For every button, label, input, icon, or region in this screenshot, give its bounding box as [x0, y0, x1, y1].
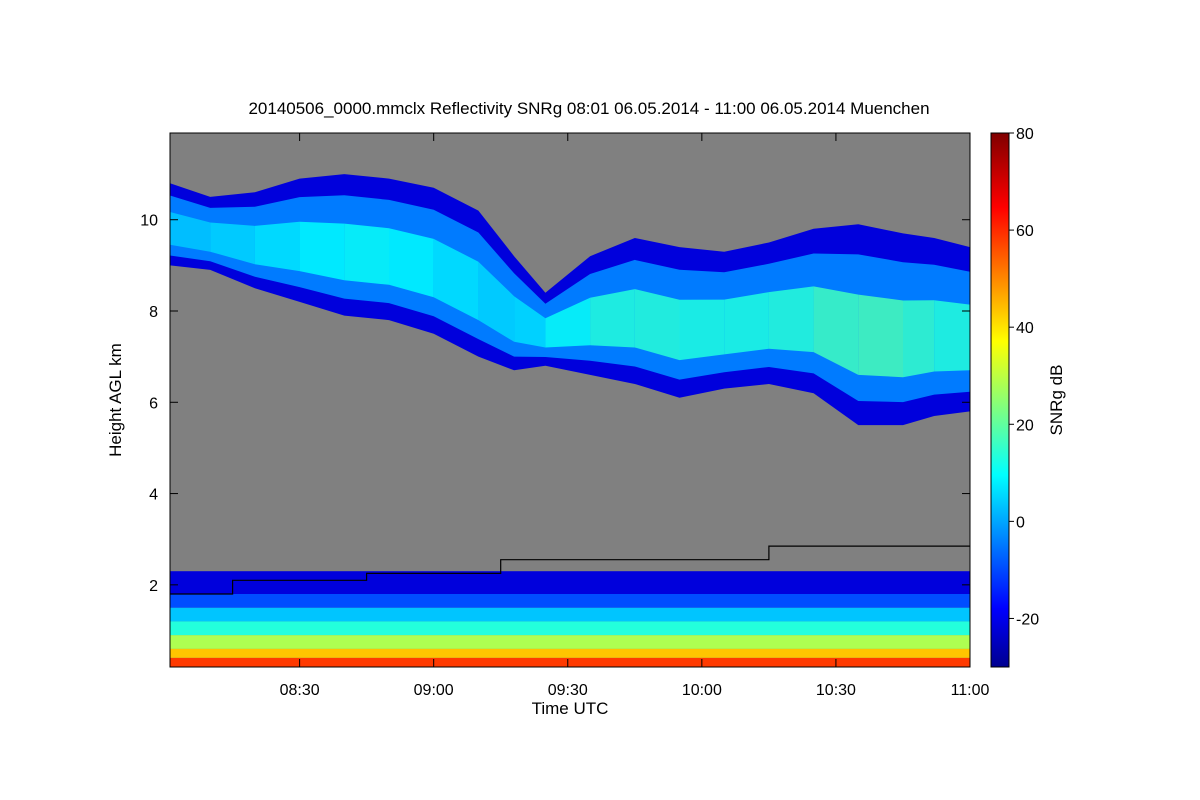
y-axis: 2 4 6 8 10 [140, 213, 970, 595]
colorbar-tick-label: 40 [1016, 320, 1034, 337]
colorbar-tick-label: 80 [1016, 126, 1034, 143]
cloud-core [934, 300, 970, 372]
x-tick-label: 09:00 [414, 682, 454, 699]
boundary-layer-line [170, 545, 970, 595]
boundary-layer-echo [170, 571, 970, 667]
colorbar-tick-label: 0 [1016, 514, 1025, 531]
cloud-layer [170, 174, 970, 426]
y-axis-title: Height AGL km [106, 343, 125, 457]
colorbar-tick-label: 60 [1016, 223, 1034, 240]
x-tick-label: 10:30 [816, 682, 856, 699]
colorbar-tick-label: -20 [1016, 611, 1039, 628]
cloud-core [433, 238, 479, 321]
echo-band [170, 621, 970, 636]
y-tick-label: 4 [149, 487, 158, 504]
x-tick-label: 08:30 [280, 682, 320, 699]
echo-band [170, 594, 970, 608]
cloud-core [170, 212, 211, 252]
y-tick-label: 10 [140, 213, 158, 230]
cloud-core [590, 289, 635, 348]
echo-band [170, 657, 970, 667]
cloud-core [299, 221, 345, 281]
echo-band [170, 607, 970, 622]
cloud-core [634, 289, 680, 361]
echo-band [170, 635, 970, 649]
cloud-core [858, 294, 903, 378]
echo-band [170, 571, 970, 594]
colorbar-ticks: -20 0 20 40 60 80 [1009, 126, 1039, 628]
cloud-core [768, 286, 814, 353]
echo-band [170, 648, 970, 658]
cloud-core [344, 223, 389, 285]
cloud-core [254, 221, 300, 272]
x-tick-label: 11:00 [951, 682, 990, 699]
cloud-core [679, 299, 725, 361]
plot-area [170, 133, 970, 667]
cloud-core [724, 292, 769, 355]
cloud-core [813, 286, 859, 375]
plot-frame [169, 132, 971, 668]
cloud-core [210, 222, 255, 265]
y-tick-label: 2 [149, 578, 158, 595]
x-tick-label: 10:00 [682, 682, 722, 699]
colorbar-tick-label: 20 [1016, 417, 1034, 434]
x-tick-label: 09:30 [548, 682, 588, 699]
y-tick-label: 8 [149, 304, 158, 321]
cloud-core [478, 261, 515, 342]
x-axis: 08:30 09:00 09:30 10:00 10:30 11:00 [280, 133, 990, 699]
colorbar-label: SNRg dB [1047, 365, 1066, 436]
cloud-core [389, 228, 434, 298]
cloud-core [545, 297, 591, 348]
x-axis-title: Time UTC [532, 699, 609, 718]
cloud-core [514, 296, 546, 348]
cloud-core [903, 300, 935, 378]
chart-title: 20140506_0000.mmclx Reflectivity SNRg 08… [248, 99, 929, 118]
y-tick-label: 6 [149, 395, 158, 412]
colorbar: -20 0 20 40 60 80 SNRg dB [990, 126, 1066, 668]
colorbar-gradient [990, 132, 1010, 668]
